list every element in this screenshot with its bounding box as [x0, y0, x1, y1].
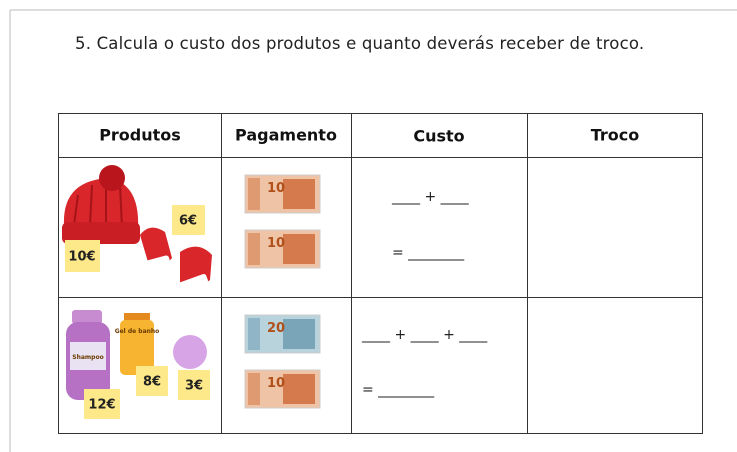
- hat: [62, 165, 140, 244]
- table-grid: [58, 113, 703, 434]
- banknote-band: [248, 373, 260, 405]
- banknote-band: [248, 233, 260, 265]
- denomination: 10: [267, 236, 285, 251]
- price: 12€: [88, 398, 115, 413]
- header: Custo: [413, 127, 464, 146]
- banknote-band: [248, 178, 260, 210]
- banknote-art: [283, 319, 315, 349]
- denomination: 10: [267, 181, 285, 196]
- header: Produtos: [99, 126, 181, 145]
- price: 3€: [185, 379, 203, 394]
- price-tag: [136, 366, 168, 396]
- price: 10€: [68, 250, 95, 265]
- shampoo-bottle: [66, 310, 110, 400]
- price-tag: [65, 240, 100, 272]
- mittens: [140, 227, 212, 292]
- price-tag: [84, 389, 120, 419]
- denomination: 10: [267, 376, 285, 391]
- banknote-band: [248, 318, 260, 350]
- cost-line: ____ + ____: [391, 189, 470, 205]
- question: 5. Calcula o custo dos produtos e quanto…: [75, 34, 645, 53]
- denomination: 20: [267, 321, 285, 336]
- price-tag: [178, 370, 210, 400]
- cost-line: = ________: [362, 382, 435, 398]
- header: Troco: [591, 126, 640, 145]
- cost-line: ____ + ____ + ____: [361, 327, 488, 343]
- price: 6€: [179, 214, 197, 229]
- gel-bottle: [120, 313, 154, 375]
- price: 8€: [143, 375, 161, 390]
- banknote-art: [283, 179, 315, 209]
- header: Pagamento: [235, 126, 337, 145]
- price-tag: [172, 205, 205, 235]
- product-label: Gel de banho: [115, 328, 160, 335]
- banknote-art: [283, 234, 315, 264]
- banknote-art: [283, 374, 315, 404]
- cost-line: = ________: [392, 245, 465, 261]
- product-label: Shampoo: [72, 354, 103, 361]
- sponge: [173, 335, 207, 369]
